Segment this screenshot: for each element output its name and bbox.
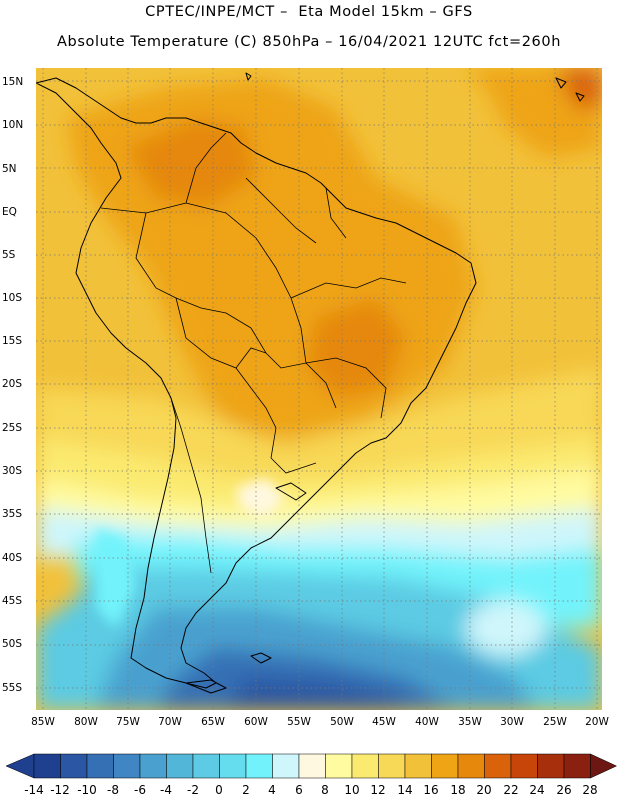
lat-label: 55S [2,682,23,694]
lon-label: 50W [330,716,354,728]
temperature-field [36,68,602,710]
lon-label: 75W [116,716,140,728]
colorbar-cell [457,753,485,779]
lat-label: 35S [2,508,23,520]
lon-label: 25W [543,716,567,728]
lat-label: 30S [2,465,23,477]
colorbar-cell [298,753,326,779]
colorbar-cell [33,753,61,779]
south-america-coast [36,77,477,689]
lon-label: 45W [372,716,396,728]
colorbar-label: 20 [476,783,492,797]
lon-label: 80W [74,716,98,728]
colorbar-arrow-left [5,753,35,779]
colorbar [5,753,618,779]
colorbar-label: -8 [107,783,119,797]
temperature-detail [96,478,286,628]
colorbar-label: 16 [423,783,439,797]
lon-label: 55W [287,716,311,728]
colorbar-label: -4 [160,783,172,797]
field-zone-minus12 [226,678,406,710]
field-zone-22-brazil [306,298,406,398]
lon-label: 35W [458,716,482,728]
colorbar-label: 2 [242,783,250,797]
lon-label: 65W [201,716,225,728]
colorbar-label: 10 [344,783,360,797]
lat-label: 45S [2,595,23,607]
field-zone-swirl [466,600,546,656]
lat-label: 5S [2,249,16,261]
lat-label: 40S [2,552,23,564]
colorbar-cell [537,753,565,779]
colorbar-cell [192,753,220,779]
colorbar-label: 4 [268,783,276,797]
colorbar-cell [325,753,353,779]
lon-label: 70W [158,716,182,728]
colorbar-label: 8 [321,783,329,797]
country-borders [100,132,407,574]
colorbar-cell [378,753,406,779]
colorbar-label: 14 [397,783,413,797]
colorbar-label: 6 [295,783,303,797]
colorbar-cell [113,753,141,779]
field-zone-22-north [126,118,256,208]
coastlines [36,72,585,694]
colorbar-label: -10 [77,783,97,797]
colorbar-label: 18 [450,783,466,797]
colorbar-label: 28 [582,783,598,797]
colorbar-label: -2 [187,783,199,797]
colorbar-cell [245,753,273,779]
colorbar-cell [60,753,88,779]
lon-label: 20W [585,716,609,728]
lat-label: 10S [2,292,23,304]
colorbar-cell [484,753,512,779]
lat-label: 20S [2,378,23,390]
colorbar-cell [219,753,247,779]
colorbar-label: 0 [215,783,223,797]
colorbar-label: -6 [134,783,146,797]
lon-label: 30W [500,716,524,728]
temperature-map [36,68,602,710]
temperature-map-svg [36,68,602,710]
lat-label: 5N [2,163,17,175]
lat-label: 25S [2,422,23,434]
colorbar-cell [139,753,167,779]
colorbar-label: 24 [529,783,545,797]
lon-label: 60W [244,716,268,728]
colorbar-label: -12 [50,783,70,797]
colorbar-label: 26 [556,783,572,797]
lon-label: 85W [31,716,55,728]
colorbar-label: 22 [503,783,519,797]
colorbar-cell [272,753,300,779]
colorbar-cell [431,753,459,779]
field-zone-12 [36,438,602,518]
colorbar-label: -14 [24,783,44,797]
colorbar-cell [404,753,432,779]
lat-label: EQ [2,206,17,218]
map-title-line2: Absolute Temperature (C) 850hPa – 16/04/… [57,34,561,50]
colorbar-arrow-right [590,753,618,779]
lat-label: 15S [2,335,23,347]
lat-label: 50S [2,638,23,650]
colorbar-cell [166,753,194,779]
lat-label: 10N [2,119,24,131]
lon-label: 40W [415,716,439,728]
colorbar-cell [563,753,591,779]
colorbar-cell [510,753,538,779]
colorbar-label: 12 [370,783,386,797]
map-title-line1: CPTEC/INPE/MCT – Eta Model 15km – GFS [145,4,473,20]
colorbar-cell [351,753,379,779]
lat-label: 15N [2,76,24,88]
colorbar-cell [86,753,114,779]
field-zone-24-corner [556,68,602,108]
